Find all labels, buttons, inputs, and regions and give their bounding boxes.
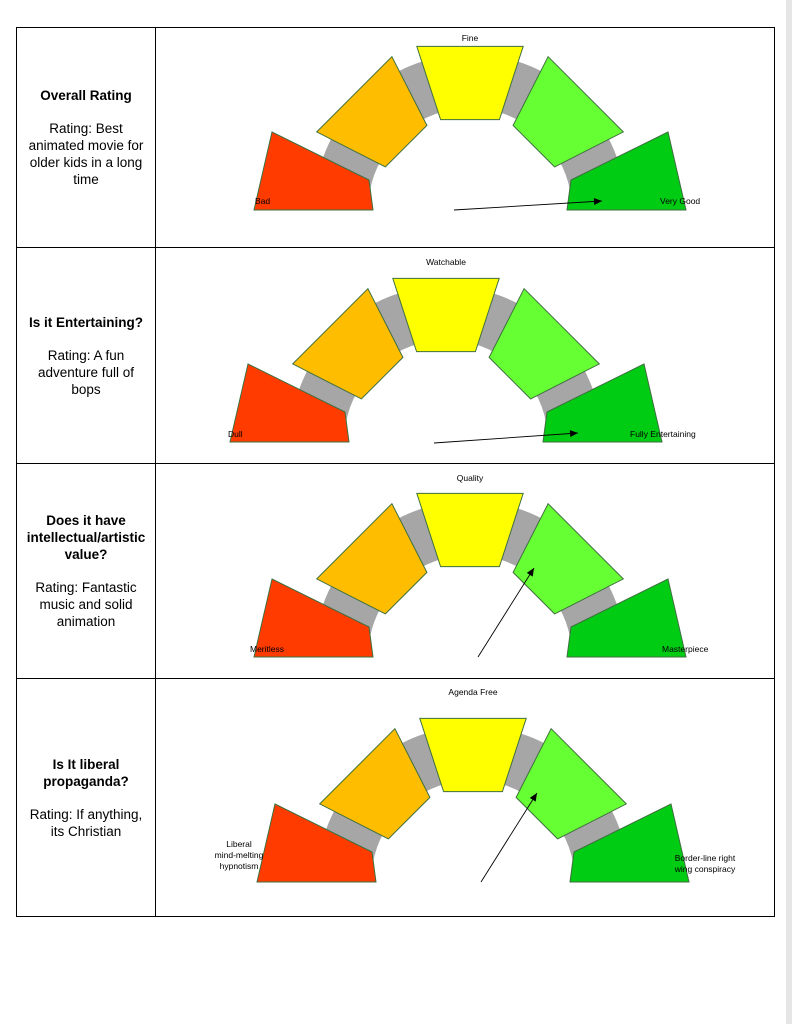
rating-table: Overall Rating Rating: Best animated mov… bbox=[16, 27, 775, 917]
needle-arrowhead bbox=[526, 568, 534, 577]
rating-row: Is It liberal propaganda? Rating: If any… bbox=[17, 679, 774, 916]
needle-line bbox=[453, 200, 603, 211]
gauge-segment-green bbox=[542, 363, 663, 443]
gauge-label-right: Very Good bbox=[660, 196, 700, 206]
gauge-segment-green bbox=[566, 131, 687, 211]
gauge-segment-yellow bbox=[416, 45, 524, 121]
gauge-segment-red bbox=[253, 131, 374, 211]
gauge-segment-orange bbox=[291, 287, 404, 400]
gauge-segment-green bbox=[566, 578, 687, 658]
gauge-label-left: Dull bbox=[228, 429, 243, 439]
gauge-segment-lightgreen bbox=[512, 502, 625, 615]
gauge-segment-orange bbox=[315, 502, 428, 615]
needle-line bbox=[433, 432, 579, 444]
gauge-label-top: Watchable bbox=[426, 257, 466, 267]
gauge-segment-red bbox=[229, 363, 350, 443]
rating-text: Rating: Fantastic music and solid animat… bbox=[35, 580, 137, 629]
gauge-cell: Agenda Free Liberal mind-melting hypnotism B… bbox=[156, 679, 774, 916]
gauge-segment-orange bbox=[315, 55, 428, 168]
question-cell: Is It liberal propaganda? Rating: If any… bbox=[17, 679, 156, 916]
gauge-label-right: Fully Entertaining bbox=[630, 429, 696, 439]
gauge-segment-red bbox=[253, 578, 374, 658]
rating-row: Is it Entertaining? Rating: A fun advent… bbox=[17, 248, 774, 464]
question-title: Overall Rating bbox=[40, 88, 132, 103]
rating-row: Overall Rating Rating: Best animated mov… bbox=[17, 28, 774, 248]
rating-text: Rating: A fun adventure full of bops bbox=[37, 347, 135, 397]
question-title: Is It liberal propaganda? bbox=[43, 756, 129, 789]
gauge-segment-lightgreen bbox=[488, 287, 601, 400]
gauge-label-right: Border-line right wing conspiracy bbox=[674, 853, 736, 874]
needle-line bbox=[477, 567, 535, 658]
gauge-segment-yellow bbox=[416, 492, 524, 568]
gauge-segment-green bbox=[569, 803, 690, 883]
needle-arrowhead bbox=[529, 793, 537, 802]
gauge-label-top: Agenda Free bbox=[448, 687, 497, 697]
gauge-segment-lightgreen bbox=[512, 55, 625, 168]
gauge-segment-lightgreen bbox=[515, 727, 628, 840]
gauge-label-left: Meritless bbox=[250, 644, 284, 654]
gauge-cell: Fine Bad Very Good bbox=[156, 28, 774, 247]
needle-arrowhead bbox=[569, 430, 578, 438]
question-cell: Does it have intellectual/artistic value… bbox=[17, 464, 156, 678]
gauge-cell: Quality Meritless Masterpiece bbox=[156, 464, 774, 678]
gauge-label-right: Masterpiece bbox=[662, 644, 709, 654]
gauge-segment-red bbox=[256, 803, 377, 883]
gauge: Watchable Dull Fully Entertaining bbox=[228, 257, 696, 444]
gauge-segment-yellow bbox=[392, 277, 500, 353]
rating-text: Rating: Best animated movie for older ki… bbox=[28, 121, 144, 187]
needle-arrowhead bbox=[593, 197, 602, 205]
question-title: Does it have intellectual/artistic value… bbox=[26, 513, 146, 562]
gauge-segment-yellow bbox=[419, 717, 527, 793]
question-title: Is it Entertaining? bbox=[28, 314, 143, 330]
gauge-label-left: Bad bbox=[255, 196, 270, 206]
rating-row: Does it have intellectual/artistic value… bbox=[17, 464, 774, 679]
gauge-label-left: Liberal mind-melting hypnotism bbox=[215, 839, 264, 871]
needle-line bbox=[480, 792, 538, 883]
rating-text: Rating: If anything, its Christian bbox=[29, 806, 143, 839]
question-cell: Overall Rating Rating: Best animated mov… bbox=[17, 28, 156, 247]
page-edge-shadow bbox=[786, 0, 792, 1024]
gauge: Fine Bad Very Good bbox=[253, 33, 700, 211]
question-cell: Is it Entertaining? Rating: A fun advent… bbox=[17, 248, 156, 463]
gauge-label-top: Fine bbox=[462, 33, 479, 43]
gauge: Agenda Free Liberal mind-melting hypnotism B… bbox=[215, 687, 736, 883]
gauge-cell: Watchable Dull Fully Entertaining bbox=[156, 248, 774, 463]
gauge-segment-orange bbox=[318, 727, 431, 840]
gauge: Quality Meritless Masterpiece bbox=[250, 473, 709, 658]
gauge-label-top: Quality bbox=[457, 473, 484, 483]
